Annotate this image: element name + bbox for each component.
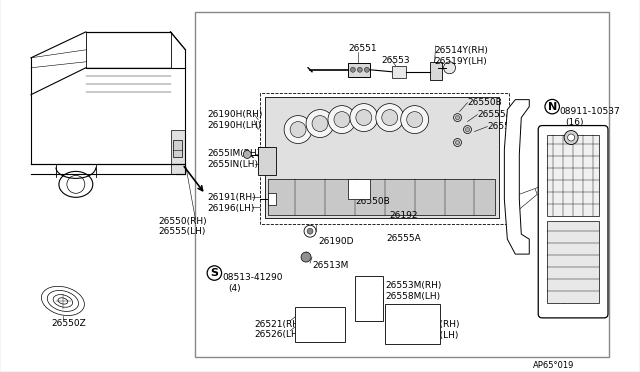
Text: 26555A: 26555A (477, 110, 512, 119)
Circle shape (334, 112, 350, 128)
Bar (348, 179, 370, 199)
Text: 26534(RH): 26534(RH) (412, 320, 460, 329)
Circle shape (284, 116, 312, 144)
Bar (392, 66, 406, 78)
Text: N: N (548, 102, 557, 112)
Circle shape (306, 110, 334, 138)
Circle shape (456, 116, 460, 119)
Bar (265, 97, 499, 218)
Circle shape (356, 110, 372, 126)
Text: 26196(LH): 26196(LH) (207, 204, 255, 213)
Bar (170, 129, 186, 174)
Circle shape (456, 141, 460, 144)
Circle shape (382, 110, 397, 126)
PathPatch shape (504, 100, 529, 254)
FancyBboxPatch shape (538, 126, 608, 318)
Text: 26555A: 26555A (387, 234, 422, 243)
Text: 26514Y(RH): 26514Y(RH) (435, 46, 488, 55)
Circle shape (312, 116, 328, 132)
Text: 26521(RH): 26521(RH) (254, 320, 303, 329)
Text: 26550(RH): 26550(RH) (159, 217, 207, 226)
Circle shape (243, 150, 252, 158)
Circle shape (406, 112, 422, 128)
Text: 26539(LH): 26539(LH) (412, 331, 459, 340)
Text: S: S (211, 268, 218, 278)
Bar (547, 221, 599, 303)
Text: 26513M: 26513M (312, 261, 348, 270)
Text: 26553M(RH): 26553M(RH) (386, 281, 442, 290)
Bar (385, 304, 440, 344)
Text: 26526(LH): 26526(LH) (254, 330, 301, 339)
Text: 26192: 26192 (390, 211, 419, 220)
Text: 26555(LH): 26555(LH) (159, 227, 206, 236)
Text: 26550B: 26550B (355, 197, 390, 206)
Circle shape (304, 225, 316, 237)
Bar (268, 193, 276, 205)
Bar (429, 62, 442, 80)
Text: 26519Y(LH): 26519Y(LH) (435, 57, 487, 66)
Circle shape (568, 134, 575, 141)
Bar (258, 147, 276, 175)
Circle shape (444, 62, 456, 74)
Circle shape (328, 106, 356, 134)
Circle shape (364, 67, 369, 72)
Circle shape (350, 104, 378, 132)
Circle shape (357, 67, 362, 72)
Text: 26553: 26553 (382, 56, 410, 65)
Bar (268, 179, 495, 215)
Text: 4|5: 4|5 (559, 297, 570, 304)
Text: 26555B: 26555B (488, 122, 522, 131)
Text: 26190H(RH): 26190H(RH) (207, 110, 263, 119)
Text: 26550B: 26550B (467, 98, 502, 107)
Bar (258, 147, 270, 169)
Text: (4): (4) (228, 284, 241, 293)
Text: 26551: 26551 (348, 44, 376, 53)
Circle shape (454, 113, 461, 122)
Bar (173, 140, 182, 157)
Circle shape (463, 126, 472, 134)
Circle shape (454, 138, 461, 147)
Bar (348, 63, 370, 77)
Circle shape (290, 122, 306, 138)
Circle shape (401, 106, 429, 134)
Circle shape (376, 104, 404, 132)
Circle shape (564, 131, 578, 144)
Bar (547, 135, 599, 216)
Text: 488: 488 (557, 261, 571, 267)
Text: 26191(RH): 26191(RH) (207, 193, 256, 202)
Text: (16): (16) (565, 118, 584, 126)
Text: AP65°019: AP65°019 (532, 361, 574, 370)
Bar (355, 276, 383, 321)
Text: 26563: 26563 (540, 183, 568, 192)
Text: 26190D: 26190D (318, 237, 353, 246)
Text: 2655lM(RH): 2655lM(RH) (207, 150, 260, 158)
Text: 26550Z: 26550Z (51, 319, 86, 328)
Bar (195, 12, 609, 357)
Circle shape (301, 252, 311, 262)
Text: 08911-10537: 08911-10537 (559, 107, 620, 116)
Text: 2655lN(LH): 2655lN(LH) (207, 160, 259, 169)
Circle shape (465, 128, 470, 132)
Text: 26558M(LH): 26558M(LH) (386, 292, 441, 301)
Text: 08513-41290: 08513-41290 (222, 273, 283, 282)
Circle shape (350, 67, 355, 72)
Circle shape (307, 228, 313, 234)
Bar (295, 307, 345, 342)
Text: 26190H(LH): 26190H(LH) (207, 121, 262, 129)
